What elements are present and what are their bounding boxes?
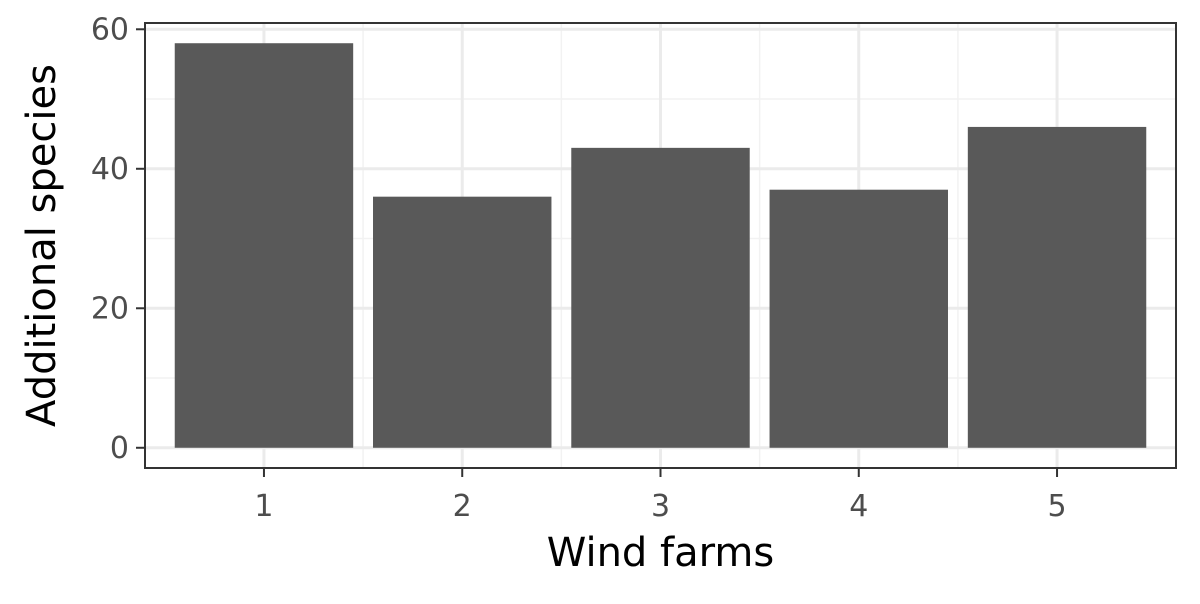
bar-5	[967, 126, 1147, 448]
y-axis-title: Additional species	[19, 64, 65, 427]
y-tick-label: 20	[91, 291, 129, 326]
x-axis-title: Wind farms	[547, 530, 774, 576]
x-tick-label: 2	[453, 489, 472, 524]
y-tick-label: 40	[91, 152, 129, 187]
x-tick-label: 1	[254, 489, 273, 524]
x-tick-label: 5	[1047, 489, 1066, 524]
y-tick-label: 0	[110, 431, 129, 466]
x-axis: 1 2 3 4 5	[254, 468, 1067, 524]
x-tick-label: 4	[849, 489, 868, 524]
bar-3	[571, 147, 750, 448]
bar-series	[174, 43, 1147, 448]
x-tick-label: 3	[651, 489, 670, 524]
bar-1	[174, 43, 354, 448]
bar-2	[373, 196, 552, 448]
y-tick-label: 60	[91, 12, 129, 47]
minor-gridlines-x	[362, 23, 959, 468]
bar-4	[769, 189, 948, 448]
y-axis: 0 20 40 60	[91, 12, 145, 466]
